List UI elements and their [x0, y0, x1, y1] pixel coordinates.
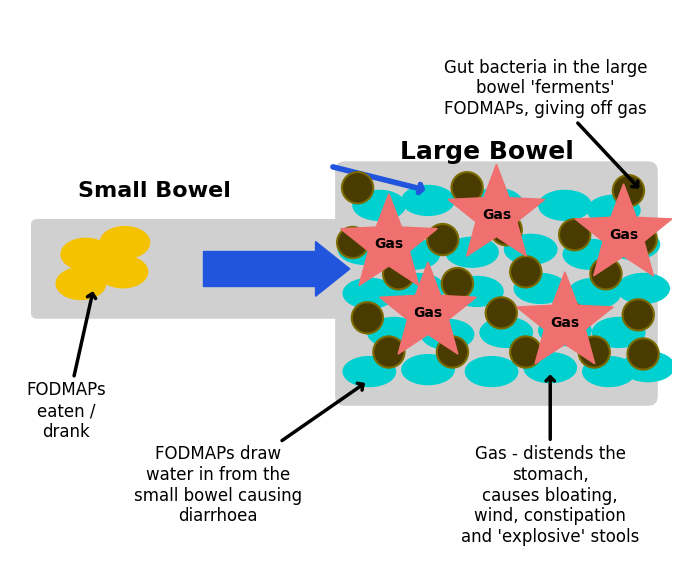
Text: FODMAPs draw
water in from the
small bowel causing
diarrhoea: FODMAPs draw water in from the small bow…: [134, 383, 363, 526]
Ellipse shape: [367, 317, 421, 348]
Polygon shape: [203, 251, 316, 287]
Ellipse shape: [75, 247, 126, 280]
Ellipse shape: [607, 229, 660, 260]
Circle shape: [452, 172, 483, 203]
Ellipse shape: [524, 352, 577, 383]
Ellipse shape: [391, 273, 445, 304]
Circle shape: [590, 258, 622, 290]
Circle shape: [486, 297, 517, 328]
Ellipse shape: [61, 238, 112, 271]
Ellipse shape: [445, 237, 499, 268]
Text: Gut bacteria in the large
bowel 'ferments'
FODMAPs, giving off gas: Gut bacteria in the large bowel 'ferment…: [443, 59, 647, 187]
Circle shape: [352, 302, 383, 333]
Circle shape: [337, 227, 369, 258]
Text: Gas: Gas: [550, 316, 579, 329]
Text: Gas: Gas: [482, 208, 511, 222]
Ellipse shape: [504, 234, 558, 265]
Ellipse shape: [401, 354, 455, 385]
Ellipse shape: [582, 356, 636, 387]
Circle shape: [437, 336, 468, 368]
Ellipse shape: [352, 190, 406, 221]
Ellipse shape: [470, 188, 524, 219]
Ellipse shape: [56, 267, 106, 300]
Ellipse shape: [421, 319, 475, 350]
Circle shape: [383, 258, 414, 290]
Circle shape: [628, 339, 659, 369]
Circle shape: [510, 336, 541, 368]
Ellipse shape: [538, 190, 592, 221]
Polygon shape: [517, 272, 613, 364]
Circle shape: [613, 175, 644, 206]
Circle shape: [427, 224, 458, 255]
Text: Gas: Gas: [609, 227, 638, 242]
Ellipse shape: [587, 194, 641, 226]
Ellipse shape: [562, 239, 616, 270]
Ellipse shape: [343, 356, 396, 387]
Circle shape: [510, 256, 541, 287]
Circle shape: [490, 214, 522, 246]
FancyBboxPatch shape: [31, 219, 375, 319]
FancyBboxPatch shape: [335, 161, 658, 406]
Polygon shape: [341, 194, 437, 286]
Ellipse shape: [538, 315, 592, 346]
Polygon shape: [316, 242, 350, 296]
Polygon shape: [575, 184, 672, 276]
Text: Small Bowel: Small Bowel: [78, 181, 231, 201]
Circle shape: [442, 268, 473, 299]
Circle shape: [579, 336, 610, 368]
Ellipse shape: [513, 273, 567, 304]
Ellipse shape: [479, 317, 533, 348]
Polygon shape: [379, 262, 477, 354]
Ellipse shape: [621, 351, 675, 382]
Ellipse shape: [337, 234, 391, 265]
Circle shape: [342, 172, 373, 203]
Text: Large Bowel: Large Bowel: [400, 140, 574, 164]
Text: Gas - distends the
stomach,
causes bloating,
wind, constipation
and 'explosive' : Gas - distends the stomach, causes bloat…: [461, 377, 639, 546]
Ellipse shape: [386, 239, 440, 270]
Text: Gas: Gas: [413, 306, 443, 320]
Ellipse shape: [450, 276, 504, 307]
Ellipse shape: [464, 356, 518, 387]
Ellipse shape: [567, 278, 621, 309]
Circle shape: [554, 302, 585, 333]
Circle shape: [626, 224, 657, 255]
Ellipse shape: [592, 317, 645, 348]
Polygon shape: [448, 164, 545, 256]
Text: FODMAPs
eaten /
drank: FODMAPs eaten / drank: [27, 294, 106, 441]
Circle shape: [373, 336, 405, 368]
Circle shape: [418, 299, 449, 331]
Ellipse shape: [616, 273, 670, 304]
Ellipse shape: [99, 226, 150, 259]
Ellipse shape: [97, 255, 148, 288]
Text: Gas: Gas: [374, 238, 403, 251]
Circle shape: [623, 299, 654, 331]
Ellipse shape: [401, 185, 455, 216]
Circle shape: [559, 219, 590, 250]
Ellipse shape: [343, 278, 396, 309]
